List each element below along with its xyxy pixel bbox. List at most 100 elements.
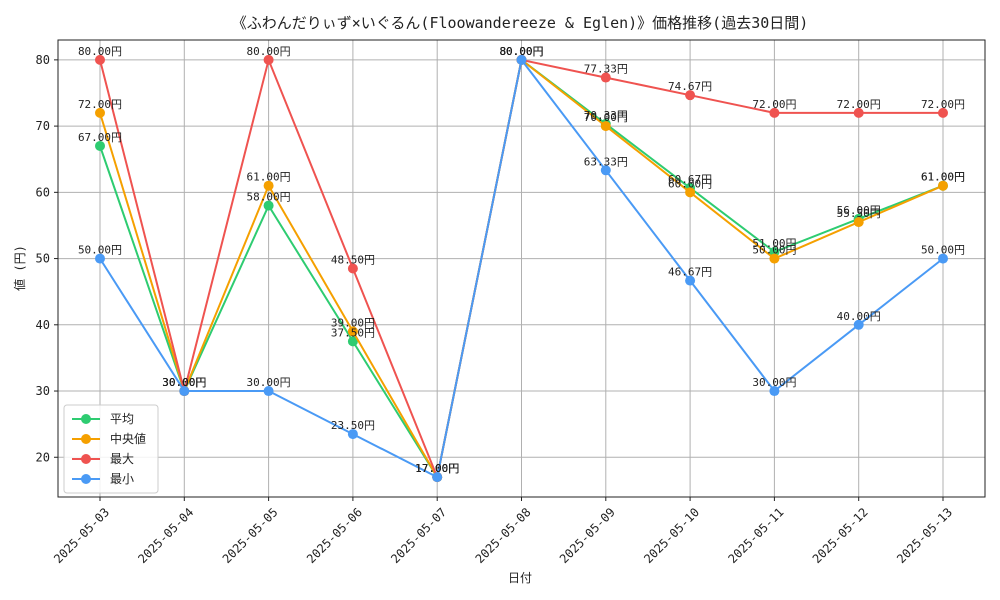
series-layer xyxy=(95,54,948,483)
data-point xyxy=(938,180,948,191)
data-point xyxy=(938,107,948,118)
data-label: 61.00円 xyxy=(247,171,291,184)
data-label: 37.50円 xyxy=(331,326,375,339)
data-label: 46.67円 xyxy=(668,266,712,279)
legend-marker xyxy=(81,454,91,464)
data-label: 80.00円 xyxy=(499,45,543,58)
y-axis: 20 30 40 50 60 70 80 xyxy=(36,53,58,464)
data-point xyxy=(769,253,780,264)
data-label: 70.00円 xyxy=(584,111,628,124)
data-point xyxy=(516,54,527,65)
data-label: 51.00円 xyxy=(752,237,796,250)
y-tick-label: 30 xyxy=(36,384,50,398)
x-axis-label: 日付 xyxy=(508,571,532,585)
chart-title: 《ふわんだりぃず×いぐるん(Floowandereeze & Eglen)》価格… xyxy=(232,14,809,32)
data-point xyxy=(853,217,864,228)
data-point xyxy=(347,336,358,347)
data-point xyxy=(685,90,696,101)
data-label: 58.00円 xyxy=(247,191,291,204)
data-label: 30.00円 xyxy=(247,376,291,389)
legend-box xyxy=(63,404,159,494)
data-label: 17.00円 xyxy=(415,462,459,475)
data-label: 50.00円 xyxy=(752,244,796,257)
legend-marker xyxy=(81,414,91,424)
data-point xyxy=(600,165,611,176)
data-label: 63.33円 xyxy=(584,155,628,168)
data-label: 80.00円 xyxy=(78,45,122,58)
data-point xyxy=(853,319,864,330)
data-label: 80.00円 xyxy=(499,45,543,58)
legend-marker xyxy=(81,474,91,484)
data-label: 48.50円 xyxy=(331,254,375,267)
data-label: 55.50円 xyxy=(837,207,881,220)
data-label: 72.00円 xyxy=(837,98,881,111)
data-label: 67.00円 xyxy=(78,131,122,144)
data-label: 17.00円 xyxy=(415,462,459,475)
legend-label: 中央値 xyxy=(110,431,146,446)
data-label: 60.67円 xyxy=(668,173,712,186)
data-label: 74.67円 xyxy=(668,80,712,93)
data-label: 56.00円 xyxy=(837,204,881,217)
data-label: 30.00円 xyxy=(162,376,206,389)
data-point xyxy=(685,275,696,286)
data-point xyxy=(263,180,274,191)
data-label: 80.00円 xyxy=(247,45,291,58)
y-axis-label: 値 (円) xyxy=(12,245,27,291)
data-label: 72.00円 xyxy=(752,98,796,111)
data-point xyxy=(263,200,274,211)
data-label: 40.00円 xyxy=(837,310,881,323)
data-label: 17.00円 xyxy=(415,462,459,475)
y-tick-label: 80 xyxy=(36,53,50,67)
data-label: 61.00円 xyxy=(921,171,965,184)
data-label: 30.00円 xyxy=(162,376,206,389)
data-label: 50.00円 xyxy=(78,244,122,257)
data-label: 30.00円 xyxy=(162,376,206,389)
data-label: 80.00円 xyxy=(499,45,543,58)
data-point xyxy=(179,386,190,397)
data-label: 30.00円 xyxy=(162,376,206,389)
data-label: 72.00円 xyxy=(921,98,965,111)
data-point xyxy=(769,386,780,397)
y-tick-label: 70 xyxy=(36,119,50,133)
data-label: 77.33円 xyxy=(584,63,628,76)
data-point xyxy=(347,326,358,337)
data-label: 17.00円 xyxy=(415,462,459,475)
data-labels-layer: 67.00円 30.00円 58.00円 37.50円 17.00円 80.00円 70.3… xyxy=(78,45,965,475)
data-label: 72.00円 xyxy=(78,98,122,111)
data-point xyxy=(347,263,358,274)
data-point xyxy=(600,72,611,83)
y-tick-label: 50 xyxy=(36,252,50,266)
grid-lines xyxy=(58,40,985,497)
y-tick-label: 60 xyxy=(36,185,50,199)
data-label: 39.00円 xyxy=(331,316,375,329)
y-tick-label: 40 xyxy=(36,318,50,332)
data-label: 60.00円 xyxy=(668,177,712,190)
legend-label: 最小 xyxy=(110,472,134,486)
data-point xyxy=(685,187,696,198)
data-point xyxy=(347,429,358,440)
data-point xyxy=(95,140,105,151)
data-point xyxy=(263,386,274,397)
data-label: 61.00円 xyxy=(921,171,965,184)
data-point xyxy=(263,54,274,65)
data-point xyxy=(95,54,105,65)
data-point xyxy=(853,107,864,118)
data-point xyxy=(95,253,105,264)
data-label: 23.50円 xyxy=(331,419,375,432)
data-point xyxy=(95,107,105,118)
y-tick-label: 20 xyxy=(36,450,50,464)
data-point xyxy=(938,253,948,264)
data-label: 80.00円 xyxy=(499,45,543,58)
data-label: 30.00円 xyxy=(752,376,796,389)
legend-marker xyxy=(81,434,91,444)
data-point xyxy=(432,472,443,483)
legend-label: 平均 xyxy=(110,412,134,426)
data-label: 50.00円 xyxy=(921,244,965,257)
legend-label: 最大 xyxy=(110,452,134,466)
data-point xyxy=(600,121,611,132)
data-point xyxy=(769,107,780,118)
data-label: 70.33円 xyxy=(584,109,628,122)
